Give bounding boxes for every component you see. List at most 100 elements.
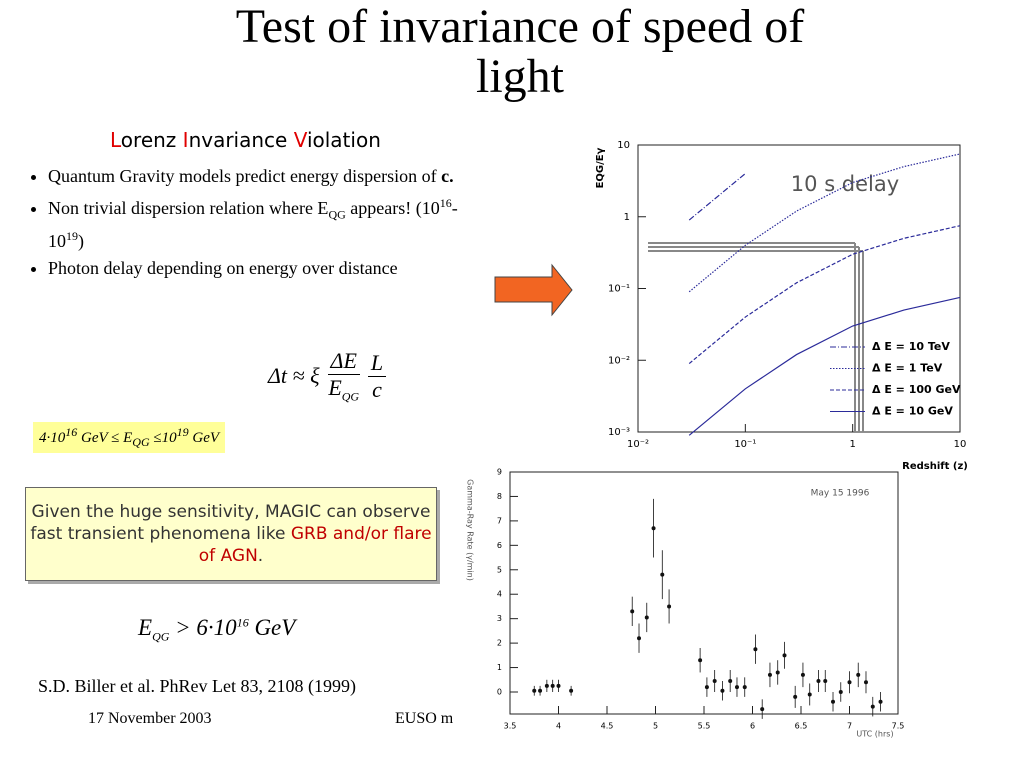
data-point <box>753 647 758 652</box>
y-tick-label: 10⁻¹ <box>608 284 630 295</box>
y-tick-label: 2 <box>497 639 502 648</box>
data-point <box>793 694 798 699</box>
series-line <box>688 153 961 293</box>
box-text: Given the huge sensitivity, MAGIC can ob… <box>26 501 436 567</box>
x-tick-label: 7 <box>847 722 852 731</box>
text: appears! (10 <box>345 198 440 218</box>
text: Non trivial dispersion relation where E <box>48 198 329 218</box>
text: Photon delay depending on energy over di… <box>48 257 398 278</box>
data-point <box>800 672 805 677</box>
x-tick-label: 10⁻¹ <box>734 439 756 450</box>
text: L <box>367 350 387 377</box>
fraction: ΔE EQG <box>327 348 360 404</box>
y-tick-label: 5 <box>497 565 502 574</box>
text: -10 <box>48 198 458 251</box>
data-point <box>878 699 883 704</box>
text: c <box>372 376 382 402</box>
data-point <box>544 683 549 688</box>
x-tick-label: 5 <box>653 722 658 731</box>
data-point <box>667 604 672 609</box>
y-tick-label: 0 <box>497 688 502 697</box>
data-point <box>823 679 828 683</box>
data-point <box>720 688 725 693</box>
highlight-box: Given the huge sensitivity, MAGIC can ob… <box>25 487 437 581</box>
annotation: 10 s delay <box>791 172 899 196</box>
arrow <box>494 263 573 317</box>
y-tick-label: 4 <box>497 590 502 599</box>
bullet: Quantum Gravity models predict energy di… <box>48 166 468 187</box>
data-point <box>782 653 787 658</box>
series-line <box>688 225 961 364</box>
text: orenz <box>120 128 183 152</box>
result: EQG > 6·1016 GeV <box>138 615 295 645</box>
bullet: Photon delay depending on energy over di… <box>48 258 468 279</box>
text: E <box>138 615 153 640</box>
x-tick-label: 3.5 <box>504 722 517 731</box>
text: c. <box>441 166 454 186</box>
series-line <box>688 173 746 221</box>
y-tick-label: 7 <box>497 516 502 525</box>
y-tick-label: 9 <box>497 468 502 477</box>
text: GeV <box>248 615 296 640</box>
data-point <box>728 679 733 683</box>
text: 4·10 <box>39 430 66 446</box>
data-point <box>870 704 875 709</box>
text: I <box>182 128 189 152</box>
data-point <box>767 672 772 677</box>
text: 16 <box>236 615 249 630</box>
bullet: Non trivial dispersion relation where EQ… <box>48 193 468 252</box>
y-tick-label: 10⁻² <box>608 355 630 366</box>
x-axis-label: Redshift (z) <box>902 461 968 472</box>
x-tick-label: 10⁻² <box>627 439 649 450</box>
x-tick-label: 4.5 <box>601 722 614 731</box>
text: GeV ≤ E <box>77 430 133 446</box>
data-point <box>569 688 574 693</box>
data-point <box>532 688 537 693</box>
text: 19 <box>66 228 78 243</box>
series-line <box>688 296 961 436</box>
text: QG <box>132 435 150 449</box>
x-tick-label: 10 <box>954 439 967 450</box>
footer-date: 17 November 2003 <box>88 710 212 727</box>
text: QG <box>152 629 170 644</box>
text: Δt ≈ ξ <box>268 363 320 389</box>
y-tick-label: 10 <box>617 140 630 151</box>
text: . <box>257 546 264 566</box>
legend-label: Δ E = 10 TeV <box>872 340 950 353</box>
text: nvariance <box>188 128 294 152</box>
text: Quantum Gravity models predict energy di… <box>48 166 442 186</box>
x-tick-label: 7.5 <box>892 722 905 731</box>
data-point <box>807 692 812 697</box>
text: > 6·10 <box>169 615 237 640</box>
data-point <box>538 688 543 693</box>
data-point <box>847 680 852 685</box>
legend-label: Δ E = 1 TeV <box>872 362 943 375</box>
data-point <box>856 672 861 677</box>
text: QG <box>341 389 360 404</box>
text: GeV <box>188 430 220 446</box>
data-point <box>644 615 649 620</box>
legend-label: Δ E = 100 GeV <box>872 383 961 396</box>
text: E <box>328 375 342 400</box>
y-axis-label: Gamma-Ray Rate (γ/min) <box>466 479 475 581</box>
chart-title: May 15 1996 <box>811 489 870 499</box>
data-point <box>556 683 561 688</box>
subtitle: Lorenz Invariance Violation <box>110 128 381 152</box>
x-tick-label: 5.5 <box>698 722 711 731</box>
reference: S.D. Biller et al. PhRev Let 83, 2108 (1… <box>38 676 356 696</box>
text: 16 <box>439 196 452 210</box>
text: ≤10 <box>149 430 177 446</box>
data-point <box>760 707 765 712</box>
data-point <box>637 636 642 641</box>
denominator: EQG <box>328 375 359 404</box>
y-tick-label: 6 <box>497 541 502 550</box>
text: 16 <box>65 425 78 439</box>
data-point <box>742 685 747 690</box>
bullet-list: Quantum Gravity models predict energy di… <box>10 166 468 285</box>
legend-label: Δ E = 10 GeV <box>872 405 953 418</box>
footer-event: EUSO m <box>395 710 454 727</box>
x-tick-label: 6.5 <box>795 722 808 731</box>
data-point <box>698 658 703 663</box>
